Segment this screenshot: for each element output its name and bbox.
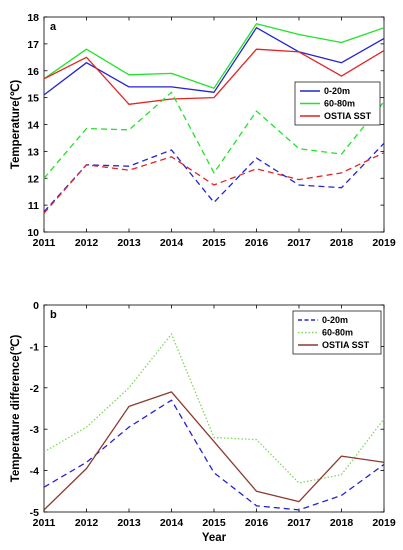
y-tick-label: 17 — [27, 39, 39, 51]
panel-letter: b — [50, 309, 57, 321]
x-tick-label: 2014 — [160, 237, 184, 249]
y-tick-label: -3 — [30, 424, 39, 436]
x-axis-label: Year — [202, 532, 227, 544]
series-line-dashed-5 — [43, 152, 385, 214]
x-tick-label: 2012 — [75, 237, 99, 249]
x-tick-label: 2016 — [245, 237, 269, 249]
y-axis-label: Temperature(℃) — [9, 80, 22, 170]
y-tick-label: 10 — [27, 227, 39, 239]
x-tick-label: 2012 — [75, 517, 99, 529]
y-tick-label: 13 — [27, 146, 39, 158]
x-tick-label: 2014 — [160, 517, 184, 529]
series-line-ostia-sst — [43, 391, 385, 511]
y-tick-label: -1 — [30, 341, 39, 353]
legend-label: 60-80m — [322, 328, 353, 338]
y-tick-label: 15 — [27, 93, 39, 105]
series-line-60-80m — [43, 23, 385, 89]
y-tick-label: 16 — [27, 66, 39, 78]
legend-label: OSTIA SST — [324, 111, 372, 121]
y-tick-label: -4 — [30, 466, 39, 478]
x-tick-label: 2013 — [117, 237, 141, 249]
y-axis-label: Temperature difference(℃) — [9, 335, 22, 483]
panel-a-temperature-chart: 2011 2012 2013 2014 2015 2016 2017 2018 2019 10 11… — [9, 12, 396, 249]
x-tick-label: 2015 — [202, 517, 226, 529]
x-tick-label: 2013 — [117, 517, 141, 529]
series-line-dashed-4 — [43, 91, 385, 179]
legend-box — [292, 310, 382, 355]
x-tick-label: 2011 — [33, 517, 56, 529]
series-line-0-20m — [43, 27, 385, 96]
y-tick-label: 18 — [27, 12, 39, 24]
x-tick-label: 2019 — [372, 237, 396, 249]
x-tick-label: 2017 — [287, 237, 311, 249]
x-tick-label: 2018 — [330, 237, 354, 249]
legend-label: 0-20m — [322, 315, 348, 325]
x-tick-label: 2019 — [372, 517, 396, 529]
legend-label: 60-80m — [324, 99, 355, 109]
y-tick-label: 11 — [28, 200, 39, 212]
x-tick-label: 2015 — [202, 237, 226, 249]
y-tick-label: 0 — [33, 300, 39, 312]
panel-b-temperature-difference-chart: 2011 2012 2013 2014 2015 2016 2017 2018 2019 -5 -4… — [9, 300, 396, 544]
series-line-60-80m — [43, 333, 385, 484]
legend-label: OSTIA SST — [322, 340, 370, 350]
y-tick-label: -5 — [30, 507, 39, 519]
legend-label: 0-20m — [324, 86, 350, 96]
x-tick-label: 2016 — [245, 517, 269, 529]
x-tick-label: 2017 — [287, 517, 311, 529]
y-tick-label: 14 — [27, 120, 39, 132]
x-tick-label: 2018 — [330, 517, 354, 529]
y-tick-label: -2 — [30, 383, 39, 395]
y-tick-label: 12 — [27, 173, 39, 185]
series-line-ostia-sst — [43, 48, 385, 105]
series-line-0-20m — [43, 399, 385, 511]
x-tick-label: 2011 — [33, 237, 56, 249]
panel-letter: a — [50, 21, 57, 33]
